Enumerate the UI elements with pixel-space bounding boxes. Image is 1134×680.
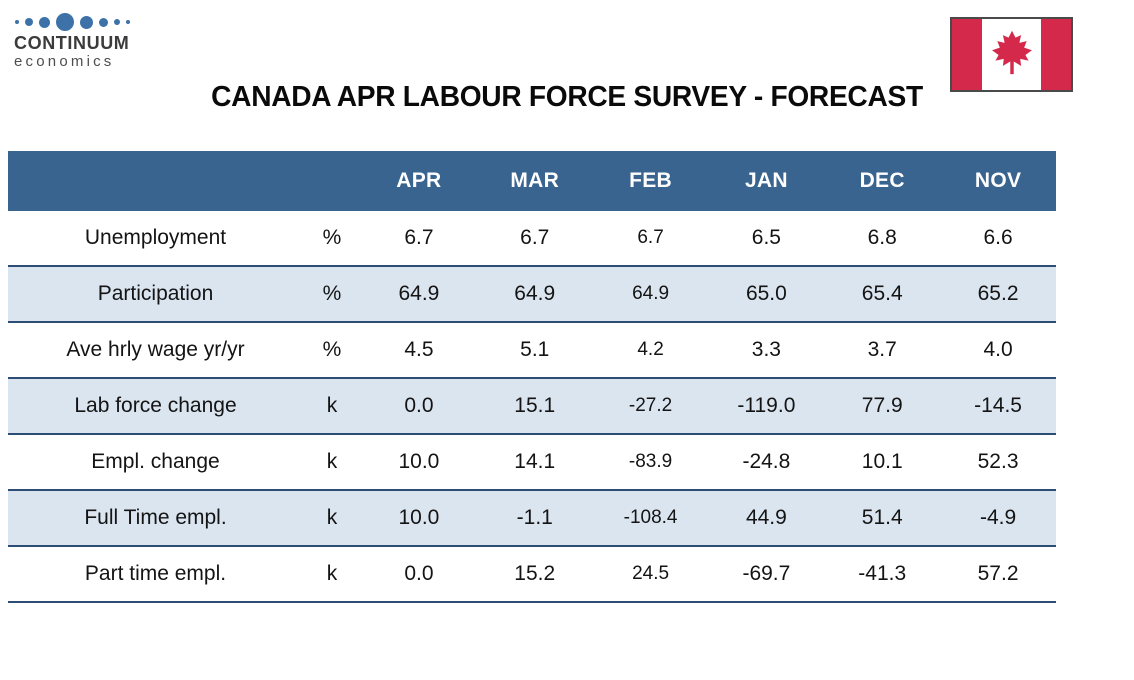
logo-name: CONTINUUM: [14, 33, 130, 53]
cell-jan: 6.5: [751, 226, 781, 249]
cell-dec: 65.4: [861, 282, 903, 305]
cell-nov: 4.0: [983, 338, 1013, 361]
table-header-row: APR MAR FEB JAN DEC NOV: [8, 151, 1056, 211]
unit-column-header: [303, 151, 361, 211]
table-row: Full Time empl. k 10.0 -1.1 -108.4 44.9 51.4 -4…: [8, 490, 1056, 546]
cell-apr: 64.9: [398, 282, 440, 305]
month-column-header-apr: APR: [361, 151, 477, 211]
logo-dot: [114, 19, 120, 25]
table-row: Unemployment% 6.7 6.7 6.7 6.5 6.8 6.6: [8, 211, 1056, 266]
flag-red-band-left: [952, 19, 982, 90]
table-row: Part time empl. k 0.0 15.2 24.5 -69.7 -41.3 57.…: [8, 546, 1056, 602]
cell-jan: -69.7: [742, 562, 791, 585]
table-row: Empl. change k 10.0 14.1 -83.9 -24.8 10.1 52.3: [8, 434, 1056, 490]
row-label: Part time empl.: [84, 562, 227, 585]
row-label: Unemployment: [84, 226, 227, 249]
table-row: Lab force change k 0.0 15.1 -27.2 -119.0 77.9 -…: [8, 378, 1056, 434]
forecast-table: APR MAR FEB JAN DEC NOV Unemployment% 6.7 6.7 6.…: [8, 151, 1056, 603]
logo-dot: [39, 16, 50, 28]
cell-dec: 10.1: [861, 450, 903, 473]
cell-feb: 4.2: [637, 339, 664, 360]
cell-feb: -83.9: [628, 451, 673, 472]
table-body: Unemployment% 6.7 6.7 6.7 6.5 6.8 6.6 Participa…: [8, 211, 1056, 602]
cell-feb: 24.5: [632, 563, 670, 584]
cell-jan: 3.3: [751, 338, 781, 361]
cell-jan: -119.0: [737, 394, 796, 417]
row-unit: k: [326, 506, 338, 529]
cell-jan: 65.0: [745, 282, 787, 305]
logo-dot: [99, 17, 108, 27]
cell-mar: 5.1: [520, 338, 550, 361]
logo-dots-icon: [15, 12, 130, 32]
logo-dot: [126, 20, 130, 24]
cell-mar: 6.7: [520, 226, 550, 249]
cell-nov: 52.3: [977, 450, 1019, 473]
flag-red-band-right: [1041, 19, 1071, 90]
logo-dot: [56, 13, 74, 31]
table-row: Participation% 64.9 64.9 64.9 65.0 65.4 65.2: [8, 266, 1056, 322]
cell-apr: 0.0: [404, 562, 434, 585]
canada-flag: [950, 17, 1073, 92]
row-label: Ave hrly wage yr/yr: [66, 338, 245, 361]
cell-nov: 57.2: [977, 562, 1019, 585]
month-column-header-dec: DEC: [824, 151, 941, 211]
cell-feb: -27.2: [628, 395, 673, 416]
cell-apr: 10.0: [398, 450, 440, 473]
row-label: Lab force change: [74, 394, 237, 417]
cell-mar: -1.1: [516, 506, 553, 529]
logo-dot: [25, 18, 33, 26]
flag-white-band: [981, 19, 1042, 90]
table-row: Ave hrly wage yr/yr% 4.5 5.1 4.2 3.3 3.7 4.0: [8, 322, 1056, 378]
cell-dec: 51.4: [861, 506, 903, 529]
cell-nov: -14.5: [974, 394, 1022, 417]
logo-dot: [15, 20, 19, 24]
cell-apr: 0.0: [404, 394, 434, 417]
logo-subtitle: economics: [14, 52, 115, 70]
cell-dec: 77.9: [861, 394, 903, 417]
continuum-economics-logo: CONTINUUM economics: [14, 12, 130, 70]
row-label: Empl. change: [91, 450, 220, 473]
cell-jan: -24.8: [742, 450, 791, 473]
cell-mar: 64.9: [514, 282, 556, 305]
row-unit: %: [322, 282, 342, 305]
month-column-header-jan: JAN: [708, 151, 825, 211]
row-unit: %: [322, 338, 342, 361]
cell-mar: 15.1: [514, 394, 556, 417]
logo-dot: [80, 15, 93, 29]
cell-mar: 14.1: [514, 450, 556, 473]
cell-mar: 15.2: [514, 562, 556, 585]
cell-dec: 6.8: [867, 226, 897, 249]
row-unit: k: [326, 562, 338, 585]
maple-leaf-icon: [986, 27, 1038, 83]
row-unit: k: [326, 394, 338, 417]
cell-apr: 10.0: [398, 506, 440, 529]
page-title: CANADA APR LABOUR FORCE SURVEY - FORECAS…: [211, 81, 923, 113]
cell-dec: 3.7: [867, 338, 897, 361]
row-label: Full Time empl.: [84, 506, 227, 529]
cell-nov: -4.9: [979, 506, 1017, 529]
cell-feb: 64.9: [632, 283, 670, 304]
row-label: Participation: [97, 282, 214, 305]
cell-jan: 44.9: [745, 506, 787, 529]
cell-dec: -41.3: [858, 562, 907, 585]
cell-nov: 6.6: [983, 226, 1013, 249]
cell-feb: 6.7: [637, 227, 664, 248]
row-unit: k: [326, 450, 338, 473]
month-column-header-feb: FEB: [592, 151, 709, 211]
cell-apr: 4.5: [404, 338, 434, 361]
row-unit: %: [322, 226, 342, 249]
label-column-header: [8, 151, 303, 211]
month-column-header-mar: MAR: [476, 151, 593, 211]
cell-apr: 6.7: [404, 226, 434, 249]
cell-feb: -108.4: [623, 507, 678, 528]
cell-nov: 65.2: [977, 282, 1019, 305]
month-column-header-nov: NOV: [940, 151, 1056, 211]
